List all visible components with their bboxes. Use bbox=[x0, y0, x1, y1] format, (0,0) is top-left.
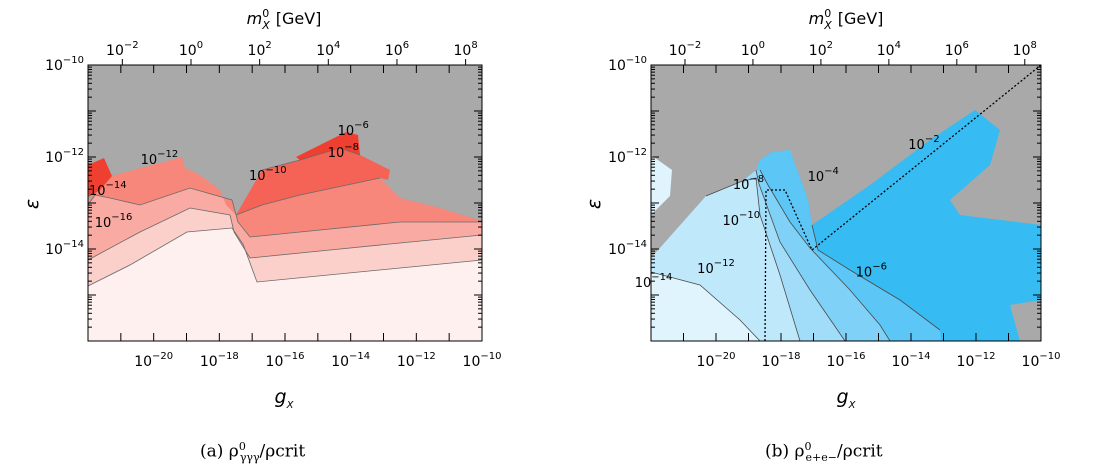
top-axis-label: m0 X [GeV] bbox=[247, 7, 322, 32]
top-tick-label: 10−2 bbox=[669, 40, 702, 59]
contour-region-1e-16 bbox=[88, 228, 482, 341]
panel-b-plot bbox=[650, 64, 1042, 342]
contour-line bbox=[651, 271, 761, 341]
top-tick-label: 100 bbox=[741, 40, 765, 59]
contour-line bbox=[261, 147, 361, 171]
top-tick-label: 102 bbox=[248, 40, 272, 59]
top-tick-label: 104 bbox=[877, 40, 901, 59]
contour-region-1e-8 bbox=[236, 148, 390, 215]
x-tick-label: 10−20 bbox=[697, 351, 736, 370]
top-tick-label: 106 bbox=[945, 40, 969, 59]
panel-b-caption: (b) ρ0e+e−/ρcrit bbox=[765, 440, 883, 465]
panel-b-contour-labels: 10−2 10−4 10−6 10−8 10−10 10−12 10−14 bbox=[635, 134, 940, 291]
excluded-region-lower bbox=[1010, 300, 1041, 341]
contour-line bbox=[235, 177, 381, 216]
panel-a-plot bbox=[87, 64, 483, 342]
x-tick-label: 10−10 bbox=[463, 351, 502, 370]
x-tick-label: 10−20 bbox=[134, 351, 173, 370]
x-tick-label: 10−14 bbox=[331, 351, 370, 370]
contour-label: 10−14 bbox=[635, 272, 673, 291]
contour-label: 10−8 bbox=[328, 142, 359, 161]
contour-label: 10−6 bbox=[856, 262, 887, 281]
contour-line bbox=[759, 169, 891, 341]
panel-a-ticks: 10−20 10−18 10−16 10−14 10−12 10−10 10−10 10−12… bbox=[45, 40, 501, 370]
x-axis-label: gX bbox=[275, 386, 295, 411]
x-tick-label: 10−12 bbox=[957, 351, 996, 370]
contour-label: 10−12 bbox=[141, 149, 179, 168]
contour-label: 10−16 bbox=[95, 212, 133, 231]
top-tick-label: 108 bbox=[454, 40, 478, 59]
panel-a-caption: (a) ρ0γγγ/ρcrit bbox=[200, 440, 306, 465]
x-tick-label: 10−18 bbox=[762, 351, 801, 370]
x-tick-label: 10−16 bbox=[266, 351, 305, 370]
top-tick-label: 10−2 bbox=[106, 40, 139, 59]
contour-line bbox=[755, 169, 846, 341]
contour-label: 10−12 bbox=[697, 258, 735, 277]
x-tick-label: 10−16 bbox=[827, 351, 866, 370]
panel-a-contour-regions bbox=[88, 65, 482, 341]
contour-line bbox=[705, 177, 801, 341]
top-tick-label: 102 bbox=[809, 40, 833, 59]
panel-a-contour-labels: 10−6 10−8 10−10 10−12 10−14 10−16 bbox=[89, 120, 369, 231]
contour-region-1e-12 bbox=[88, 188, 482, 260]
dotted-boundary-line bbox=[764, 65, 1041, 341]
y-axis-label: ε bbox=[21, 199, 43, 209]
y-tick-label: 10−10 bbox=[608, 55, 647, 74]
top-axis-label: m0 X [GeV] bbox=[809, 7, 884, 32]
x-tick-label: 10−18 bbox=[200, 351, 239, 370]
x-axis-label: gX bbox=[837, 386, 857, 411]
x-tick-label: 10−10 bbox=[1022, 351, 1061, 370]
y-axis-label: ε bbox=[583, 199, 605, 209]
contour-label: 10−2 bbox=[908, 134, 939, 153]
contour-region-1e-10 bbox=[88, 157, 482, 237]
panel-b-contour-regions bbox=[651, 65, 1041, 341]
y-tick-label: 10−12 bbox=[45, 147, 84, 166]
x-tick-label: 10−12 bbox=[397, 351, 436, 370]
top-tick-label: 100 bbox=[179, 40, 203, 59]
contour-region-1e-14 bbox=[651, 155, 760, 341]
contour-label: 10−6 bbox=[338, 120, 369, 139]
panel-b-ticks: 10−20 10−18 10−16 10−14 10−12 10−10 10−10 10−12… bbox=[608, 40, 1060, 370]
y-tick-label: 10−12 bbox=[608, 147, 647, 166]
top-tick-label: 104 bbox=[316, 40, 340, 59]
contour-label: 10−10 bbox=[722, 210, 760, 229]
contour-label: 10−4 bbox=[808, 166, 839, 185]
contour-label: 10−8 bbox=[733, 174, 764, 193]
y-tick-label: 10−10 bbox=[45, 55, 84, 74]
contour-label: 10−14 bbox=[89, 180, 127, 199]
y-tick-label: 10−14 bbox=[608, 239, 647, 258]
contour-region-1e-14 bbox=[88, 208, 482, 286]
top-tick-label: 106 bbox=[385, 40, 409, 59]
x-tick-label: 10−14 bbox=[892, 351, 931, 370]
contour-line bbox=[88, 187, 482, 238]
contour-line bbox=[811, 224, 941, 331]
contour-line bbox=[88, 207, 482, 261]
contour-line bbox=[88, 227, 482, 287]
y-tick-label: 10−14 bbox=[45, 239, 84, 258]
top-tick-label: 108 bbox=[1013, 40, 1037, 59]
contour-label: 10−10 bbox=[249, 165, 287, 184]
